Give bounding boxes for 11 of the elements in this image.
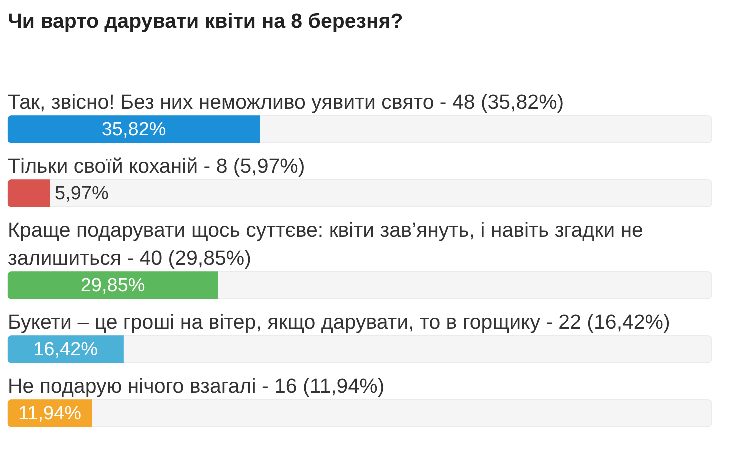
y-tick-label: Не подарую нічого взагалі - 16 (11,94%): [8, 375, 385, 398]
data-label: 11,94%: [18, 404, 82, 425]
data-label: 5,97%: [55, 184, 110, 205]
data-label: 35,82%: [102, 120, 166, 141]
data-label: 16,42%: [34, 340, 98, 361]
y-tick-label: Букети – це гроші на вітер, якщо дарувати, то в горщику - 22 (16,42%): [8, 311, 670, 334]
chart-title: Чи варто дарувати квіти на 8 березня?: [8, 10, 404, 33]
y-tick-label: Тільки своїй коханій - 8 (5,97%): [8, 155, 306, 178]
y-tick-label: Так, звісно! Без них неможливо уявити свято - 48 (35,82%): [8, 91, 564, 114]
data-label: 29,85%: [80, 276, 146, 297]
y-tick-label: Краще подарувати щось суттєве: квіти зав’януть, і навіть згадки не залишиться - 40 (29,85%): [8, 219, 644, 270]
